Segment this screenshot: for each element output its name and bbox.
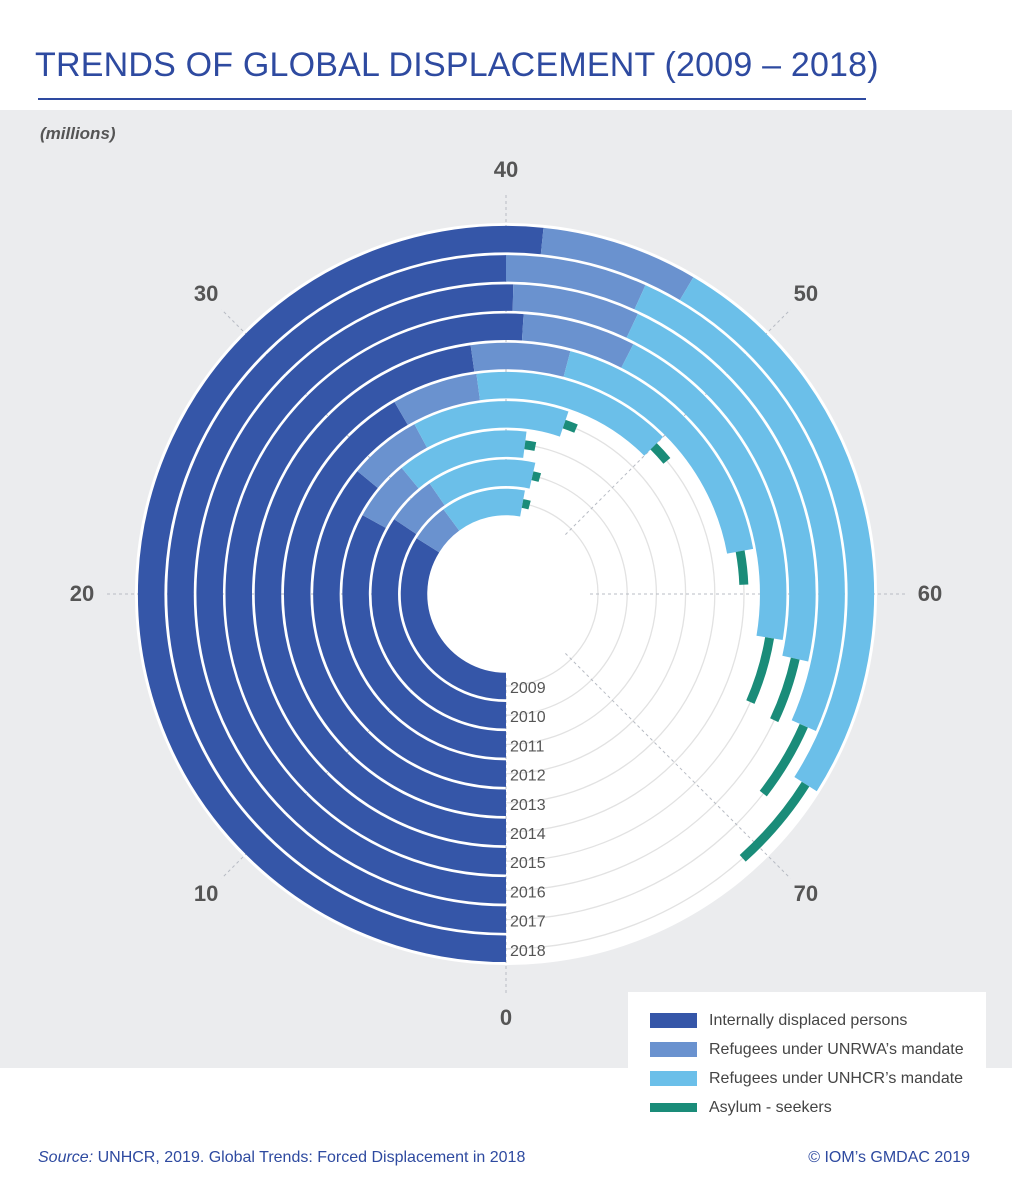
bar-segment-unhcr	[401, 430, 527, 489]
bar-segment-idp	[196, 284, 514, 904]
scale-tick-label: 50	[794, 281, 818, 306]
bar-segment-asylum	[770, 657, 800, 723]
year-label: 2010	[510, 709, 546, 726]
legend-item-asylum: Asylum - seekers	[650, 1093, 986, 1122]
year-label: 2016	[510, 884, 546, 901]
legend-swatch-asylum	[650, 1103, 697, 1112]
bar-segment-unhcr	[443, 488, 525, 531]
bar-segment-asylum	[531, 471, 542, 482]
legend-swatch-unhcr	[650, 1071, 697, 1086]
year-label: 2017	[510, 914, 546, 931]
page-title: TRENDS OF GLOBAL DISPLACEMENT (2009 – 20…	[35, 46, 879, 84]
scale-tick-label: 70	[794, 881, 818, 906]
scale-tick-label: 60	[918, 581, 942, 606]
bar-segment-unrwa	[470, 342, 571, 377]
bar-segment-idp	[254, 345, 507, 846]
bar-segment-idp	[167, 255, 507, 933]
bar-segment-idp	[400, 538, 507, 700]
bar-segment-unhcr	[679, 277, 875, 792]
scale-tick-label: 10	[194, 881, 218, 906]
legend-swatch-unrwa	[650, 1042, 697, 1057]
bar-segment-asylum	[735, 550, 749, 585]
title-divider	[38, 98, 866, 100]
bar-segment-unhcr	[563, 351, 754, 554]
bar-segment-unrwa	[540, 227, 694, 301]
bar-segment-asylum	[650, 443, 671, 464]
bar-segment-unrwa	[505, 255, 646, 310]
bar-segment-unhcr	[621, 344, 787, 641]
legend: Internally displaced persons Refugees un…	[628, 992, 986, 1126]
bar-segment-asylum	[562, 419, 578, 433]
source-label: Source:	[38, 1149, 94, 1166]
bar-segment-idp	[342, 515, 507, 758]
bar-segment-idp	[371, 519, 507, 729]
bar-segment-asylum	[739, 781, 810, 862]
year-label: 2018	[510, 943, 546, 960]
bar-segment-unrwa	[416, 509, 460, 553]
bar-segment-idp	[284, 402, 507, 817]
bar-segment-unrwa	[362, 467, 419, 529]
bar-segment-unhcr	[414, 401, 569, 448]
scale-tick-label: 0	[500, 1005, 512, 1030]
year-label: 2012	[510, 768, 546, 785]
legend-label-idp: Internally displaced persons	[709, 1011, 908, 1029]
scale-tick-label: 30	[194, 281, 218, 306]
bar-segment-idp	[137, 225, 544, 963]
bar-segment-unrwa	[357, 424, 428, 489]
year-label: 2011	[510, 738, 545, 755]
legend-swatch-idp	[650, 1013, 697, 1028]
bar-segment-asylum	[759, 723, 808, 797]
bar-segment-asylum	[521, 499, 531, 510]
year-label: 2013	[510, 797, 546, 814]
year-label: 2015	[510, 855, 546, 872]
legend-label-asylum: Asylum - seekers	[709, 1098, 832, 1116]
bar-segment-idp	[313, 471, 507, 787]
year-label: 2009	[510, 680, 546, 697]
legend-label-unhcr: Refugees under UNHCR’s mandate	[709, 1069, 964, 1087]
legend-label-unrwa: Refugees under UNRWA’s mandate	[709, 1040, 964, 1058]
units-label: (millions)	[40, 124, 116, 143]
scale-tick-label: 20	[70, 581, 94, 606]
bar-segment-unrwa	[512, 284, 638, 338]
year-label: 2014	[510, 826, 546, 843]
bar-segment-unrwa	[521, 314, 634, 368]
source-text: UNHCR, 2019. Global Trends: Forced Displ…	[93, 1149, 526, 1166]
bar-segment-unrwa	[394, 483, 445, 535]
legend-item-unhcr: Refugees under UNHCR’s mandate	[650, 1064, 986, 1093]
bar-segment-idp	[225, 313, 524, 875]
bar-segment-unhcr	[626, 313, 816, 662]
copyright: © IOM’s GMDAC 2019	[808, 1149, 970, 1166]
spoke-gridline	[565, 653, 791, 879]
bar-segment-asylum	[746, 637, 775, 704]
legend-item-unrwa: Refugees under UNRWA’s mandate	[650, 1035, 986, 1064]
bar-segment-unhcr	[429, 459, 536, 506]
bar-segment-asylum	[524, 440, 537, 451]
bar-segment-unrwa	[394, 373, 481, 426]
scale-tick-label: 40	[494, 157, 518, 182]
source-note: Source: UNHCR, 2019. Global Trends: Forc…	[38, 1149, 525, 1167]
bar-segment-unhcr	[476, 371, 664, 456]
bar-segment-unhcr	[634, 285, 845, 731]
legend-item-idp: Internally displaced persons	[650, 1006, 986, 1035]
